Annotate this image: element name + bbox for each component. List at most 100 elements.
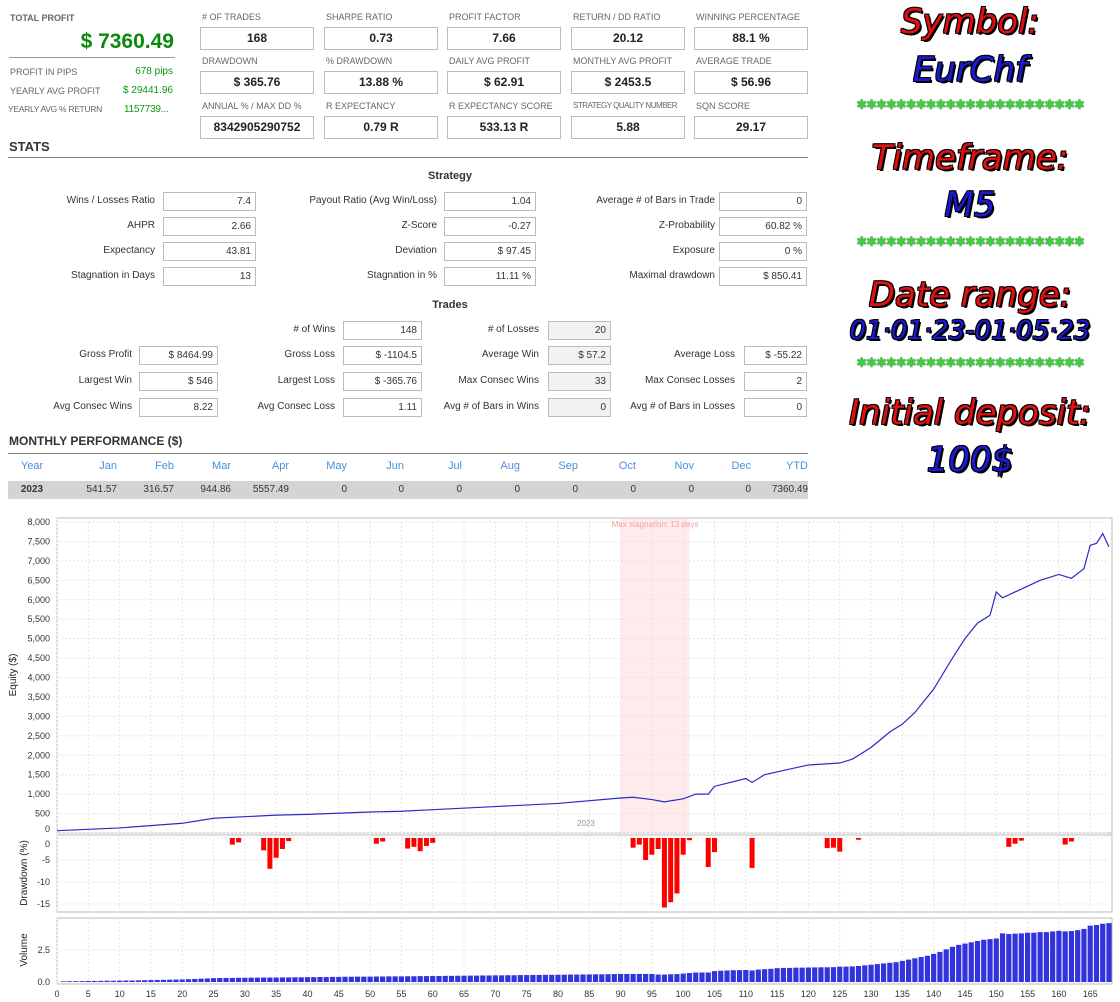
total-profit-value: $ 7360.49 — [80, 30, 174, 53]
drawdown-axis-label: Drawdown (%) — [19, 840, 30, 906]
drawdown-bar — [674, 838, 680, 894]
stat-value: $ 97.45 — [444, 242, 536, 261]
stagnation-annotation: Max stagnation: 13 days — [612, 520, 699, 529]
stat-value: 0 % — [719, 242, 807, 261]
drawdown-bar — [712, 838, 717, 853]
month-header: Dec — [731, 460, 751, 472]
yearly-avg-return-label: YEARLY AVG % RETURN — [8, 104, 102, 114]
volume-bar — [730, 970, 736, 982]
y-tick-label: -5 — [42, 855, 50, 865]
volume-bar — [292, 977, 298, 982]
volume-bar — [367, 976, 373, 982]
volume-bar — [430, 975, 436, 982]
volume-bar — [373, 976, 379, 982]
drawdown-bar — [405, 838, 411, 849]
stat-value: 0 — [719, 192, 807, 211]
x-tick-label: 20 — [177, 989, 187, 999]
drawdown-bar — [830, 838, 836, 848]
drawdown-bar — [417, 838, 423, 852]
volume-bar — [943, 949, 949, 982]
trade-stat-label: Avg Consec Loss — [257, 401, 335, 412]
volume-bar — [686, 973, 693, 982]
volume-bar — [336, 976, 342, 982]
y-tick-label: 6,500 — [27, 575, 50, 585]
drawdown-bar — [423, 838, 429, 846]
volume-bar — [1006, 934, 1012, 982]
volume-bar — [949, 946, 956, 982]
yearly-avg-profit-value: $ 29441.96 — [122, 85, 173, 96]
volume-bar — [467, 975, 473, 982]
y-tick-label: 0 — [45, 824, 50, 834]
month-header: YTD — [786, 460, 808, 472]
volume-bar — [837, 966, 843, 982]
stat-value: 7.4 — [163, 192, 256, 211]
trade-stat-value: $ 546 — [139, 372, 218, 391]
x-tick-label: 125 — [832, 989, 847, 999]
total-profit-label: TOTAL PROFIT — [10, 13, 75, 23]
volume-bar — [405, 976, 411, 982]
month-value: 0 — [398, 484, 404, 495]
volume-bar — [874, 964, 880, 982]
trade-stat-value: 20 — [548, 321, 611, 340]
volume-bar — [999, 933, 1006, 982]
drawdown-bar — [236, 838, 242, 843]
volume-bar — [993, 938, 999, 982]
x-tick-label: 0 — [54, 989, 59, 999]
volume-bar — [1024, 932, 1031, 982]
x-tick-label: 155 — [1020, 989, 1035, 999]
y-tick-label: 8,000 — [27, 517, 50, 527]
volume-bar — [956, 944, 962, 982]
volume-bar — [624, 973, 630, 982]
volume-bar — [248, 977, 254, 982]
trade-stat-label: Avg # of Bars in Losses — [630, 401, 735, 412]
volume-bar — [862, 965, 868, 982]
charts-area: 0 5 10 15 20 25 30 35 40 45 50 55 60 65 70 75 80 85 90 95 10… — [8, 517, 1113, 999]
monthly-row-bg — [8, 481, 808, 499]
volume-bar — [693, 972, 699, 982]
card-value: $ 62.91 — [447, 71, 561, 94]
volume-bar — [912, 958, 918, 982]
drawdown-bar — [373, 838, 379, 844]
drawdown-bar — [1012, 838, 1018, 844]
volume-bar — [1075, 930, 1081, 982]
drawdown-bar — [686, 838, 692, 841]
month-header: Mar — [212, 460, 231, 472]
volume-bar — [611, 974, 617, 982]
card-label: RETURN / DD RATIO — [573, 12, 661, 22]
stat-value: $ 850.41 — [719, 267, 807, 286]
card-value: 8342905290752 — [200, 116, 314, 139]
stat-value: -0.27 — [444, 217, 536, 236]
x-tick-label: 90 — [616, 989, 626, 999]
card-value: 0.73 — [324, 27, 438, 50]
volume-bar — [630, 973, 636, 982]
y-tick-label: 2,000 — [27, 750, 50, 760]
volume-bar — [398, 976, 405, 982]
timeframe-value: M5 — [944, 185, 996, 225]
volume-bar — [286, 977, 292, 982]
star-divider: ✱✱✱✱✱✱✱✱✱✱✱✱✱✱✱✱✱✱✱✱✱✱✱ — [856, 355, 1085, 370]
volume-bar — [561, 974, 567, 982]
volume-bar — [931, 953, 937, 982]
trade-stat-label: Gross Profit — [79, 349, 132, 360]
card-label: WINNING PERCENTAGE — [696, 12, 800, 22]
volume-bar — [311, 977, 317, 982]
month-header: Jun — [386, 460, 404, 472]
card-label: R EXPECTANCY SCORE — [449, 101, 553, 111]
y-tick-label: 500 — [35, 809, 50, 819]
card-value: $ 2453.5 — [571, 71, 685, 94]
volume-bar — [129, 980, 135, 982]
trade-stat-label: Largest Loss — [277, 375, 335, 386]
x-tick-label: 85 — [584, 989, 594, 999]
volume-bar — [273, 977, 279, 982]
volume-bar — [981, 939, 987, 982]
y-tick-label: 0 — [45, 839, 50, 849]
volume-bar — [830, 967, 837, 982]
volume-bar — [148, 980, 154, 982]
month-header: May — [326, 460, 347, 472]
volume-bar — [736, 970, 743, 982]
volume-bar — [1087, 925, 1093, 982]
drawdown-bar — [649, 838, 655, 855]
stat-value: 2.66 — [163, 217, 256, 236]
x-tick-label: 50 — [365, 989, 375, 999]
volume-bar — [380, 976, 386, 982]
